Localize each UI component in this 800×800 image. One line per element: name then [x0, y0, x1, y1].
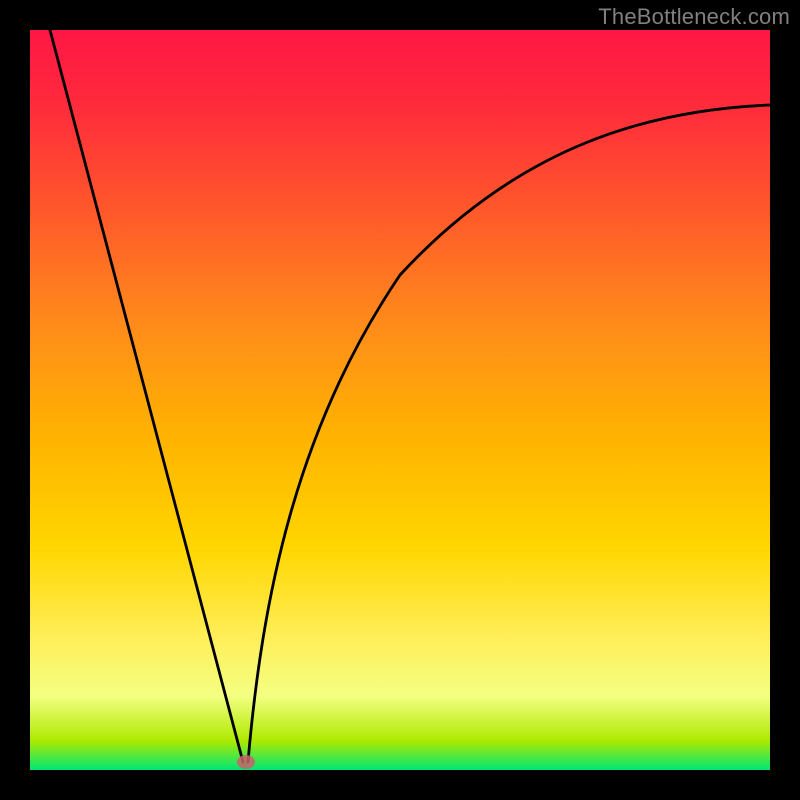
watermark-text: TheBottleneck.com: [598, 4, 790, 30]
bottleneck-chart: [0, 0, 800, 800]
plot-background: [30, 30, 770, 770]
min-marker: [237, 755, 255, 769]
chart-container: TheBottleneck.com: [0, 0, 800, 800]
